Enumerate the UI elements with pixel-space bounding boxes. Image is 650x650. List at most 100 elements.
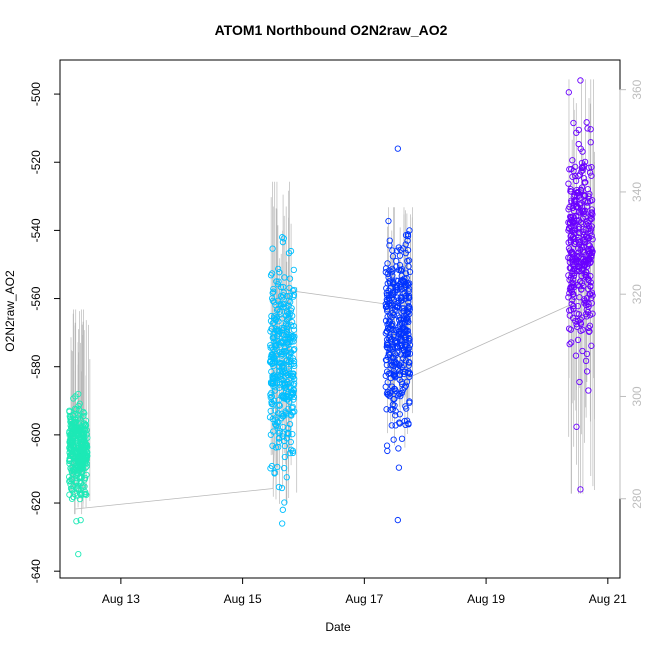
data-point [582, 357, 590, 365]
data-point [289, 370, 297, 378]
data-point [75, 390, 82, 398]
data-point [575, 140, 582, 148]
data-point [395, 390, 403, 397]
data-point [289, 409, 296, 416]
data-point [284, 323, 291, 330]
data-points [66, 77, 596, 558]
data-point [389, 253, 397, 260]
data-point [588, 223, 595, 230]
data-point [571, 215, 578, 222]
data-point [571, 262, 578, 269]
data-point [382, 300, 389, 308]
data-point [570, 119, 577, 127]
data-point [587, 290, 594, 298]
data-point [275, 401, 283, 408]
data-point [581, 300, 588, 307]
data-point [279, 506, 286, 513]
data-point [286, 338, 293, 346]
data-point [572, 163, 579, 170]
data-point [389, 358, 396, 365]
data-point [267, 357, 275, 365]
data-point [397, 246, 404, 253]
data-point [73, 443, 80, 450]
y-tick-label: -580 [29, 354, 43, 378]
data-point [406, 398, 413, 405]
data-point [290, 291, 298, 299]
data-point [277, 311, 284, 318]
data-point [394, 145, 401, 152]
data-point [268, 295, 276, 302]
data-point [588, 206, 596, 213]
data-point [567, 238, 575, 246]
data-point [270, 428, 277, 435]
data-point [78, 463, 85, 471]
data-point [568, 232, 575, 239]
data-point [569, 157, 576, 164]
data-point [66, 457, 73, 465]
data-point [392, 412, 399, 419]
data-point [565, 180, 572, 187]
data-point [572, 225, 579, 233]
data-point [575, 266, 582, 273]
data-point [68, 436, 75, 444]
data-point [588, 209, 596, 216]
data-point [395, 323, 402, 331]
data-point [576, 378, 583, 386]
data-point [290, 396, 297, 403]
data-point [289, 430, 296, 438]
data-point [282, 409, 289, 417]
data-point [78, 491, 85, 499]
data-point [583, 368, 591, 375]
data-point [574, 302, 581, 310]
data-point [288, 305, 295, 312]
data-point [406, 341, 414, 349]
data-point [272, 316, 280, 324]
data-point [77, 480, 85, 487]
data-point [389, 326, 396, 333]
data-point [78, 434, 85, 441]
data-point [269, 360, 276, 368]
data-point [289, 373, 297, 381]
data-point [404, 308, 411, 315]
data-point [567, 284, 574, 291]
data-point [566, 203, 573, 211]
data-point [405, 285, 413, 292]
data-point [273, 421, 280, 429]
data-point [80, 408, 87, 416]
data-point [286, 298, 294, 306]
data-point [573, 423, 580, 430]
data-point [398, 378, 405, 385]
data-point [82, 488, 89, 496]
data-point [574, 336, 582, 344]
data-point [285, 249, 293, 257]
data-point [393, 277, 400, 284]
data-point [276, 349, 283, 356]
data-point [387, 362, 394, 369]
data-point [388, 422, 395, 429]
chart-title: ATOM1 Northbound O2N2raw_AO2 [215, 22, 448, 38]
data-point [269, 245, 276, 252]
data-point [81, 438, 89, 445]
data-point [566, 166, 573, 173]
data-point [579, 347, 586, 355]
data-point [291, 333, 298, 340]
data-point [283, 357, 290, 364]
data-point [588, 342, 595, 349]
data-point [280, 289, 287, 296]
data-point [582, 179, 589, 186]
data-point [84, 452, 91, 460]
data-point [391, 288, 399, 296]
data-point [405, 298, 412, 306]
y2-tick-label: 320 [630, 284, 644, 304]
data-point [578, 168, 585, 175]
data-point [266, 358, 274, 366]
y-tick-label: -640 [29, 559, 43, 583]
data-point [578, 286, 585, 293]
data-point [573, 189, 581, 197]
data-point [388, 322, 395, 329]
data-point [576, 229, 583, 236]
data-point [272, 444, 280, 451]
data-point [402, 336, 409, 344]
data-point [570, 290, 577, 298]
y-axis-left: -640 -620 -600 -580 -560 -540 -520 -500 [29, 82, 61, 583]
